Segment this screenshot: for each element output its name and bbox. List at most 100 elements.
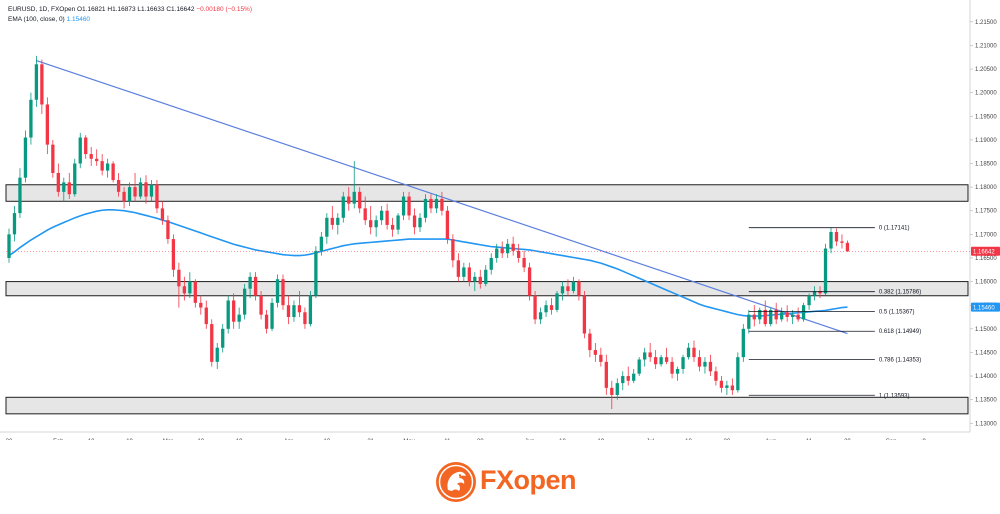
candle xyxy=(456,253,461,282)
candle xyxy=(643,347,647,367)
price-tick-label: 1.14500 xyxy=(975,350,997,356)
candle-body xyxy=(653,357,658,365)
legend-ema-value: 1.15460 xyxy=(66,16,91,23)
candle-body xyxy=(160,208,165,221)
candle-body xyxy=(462,267,466,277)
candle-body xyxy=(237,314,241,322)
candle xyxy=(462,262,466,282)
candle xyxy=(571,276,576,294)
candle xyxy=(484,265,488,287)
candle-body xyxy=(670,361,674,374)
candle xyxy=(440,191,444,216)
candle xyxy=(40,59,44,114)
brand-logo: FXopen xyxy=(0,458,1000,510)
candle xyxy=(664,347,669,365)
candle-body xyxy=(527,267,532,296)
fib-level-label: 0.786 (1.14353) xyxy=(879,357,921,363)
candle-body xyxy=(769,309,773,325)
candle xyxy=(297,291,302,318)
candle xyxy=(23,130,28,183)
price-tick-label: 1.16500 xyxy=(975,256,997,262)
candle-body xyxy=(845,242,850,252)
price-tick-label: 1.13000 xyxy=(975,421,997,427)
candle xyxy=(7,228,11,263)
candle xyxy=(845,240,850,252)
last-price-badge-bg xyxy=(971,246,1000,256)
candle xyxy=(12,206,17,242)
candle xyxy=(758,307,762,325)
candle xyxy=(171,234,176,277)
candle-body xyxy=(319,236,324,251)
candle-body xyxy=(599,354,603,362)
candle xyxy=(95,149,99,166)
candle-body xyxy=(264,314,269,329)
support-resistance-zones xyxy=(5,184,969,415)
candle-body xyxy=(122,191,126,202)
price-tick-label: 1.20000 xyxy=(975,91,997,97)
candle xyxy=(374,215,378,237)
candle xyxy=(560,281,565,301)
time-tick-label: Aug xyxy=(765,439,776,440)
candle-body xyxy=(390,224,395,230)
candle-body xyxy=(774,309,778,320)
candle xyxy=(577,279,581,301)
candle xyxy=(807,293,811,310)
candle-body xyxy=(275,279,280,303)
time-tick-label: Sep xyxy=(886,439,897,440)
legend-low: L1.16633 xyxy=(137,6,165,13)
candle xyxy=(149,180,154,202)
candle xyxy=(522,250,526,273)
candle xyxy=(626,366,630,386)
candle-body xyxy=(226,300,230,329)
candle-body xyxy=(232,300,236,322)
candle xyxy=(281,274,285,310)
candle xyxy=(747,309,751,334)
price-chart[interactable]: 0 (1.17141) 0.382 (1.15786) 0.5 (1.15367) 0… xyxy=(0,0,1000,440)
candle-body xyxy=(281,279,285,306)
candle-body xyxy=(385,210,389,225)
candle-body xyxy=(643,352,647,360)
candle xyxy=(221,324,225,353)
candle-body xyxy=(626,376,630,381)
candle-body xyxy=(270,302,274,329)
candle xyxy=(549,298,554,315)
candle-body xyxy=(105,163,110,171)
candle xyxy=(473,272,477,292)
candle xyxy=(242,283,247,320)
candle xyxy=(615,378,619,400)
fib-level-label: 0.382 (1.15786) xyxy=(879,290,921,296)
price-tick-label: 1.13500 xyxy=(975,398,997,404)
fib-level-label: 0 (1.17141) xyxy=(879,226,910,232)
time-tick-label: Apr xyxy=(284,439,293,440)
candle-body xyxy=(780,312,784,320)
candle xyxy=(314,246,318,299)
candle-body xyxy=(204,307,208,325)
ema-price-badge-bg xyxy=(971,302,1000,312)
candle-body xyxy=(242,288,247,315)
chart-area[interactable]: 0 (1.17141) 0.382 (1.15786) 0.5 (1.15367) 0… xyxy=(0,0,1000,440)
candle xyxy=(823,243,828,296)
candle xyxy=(467,262,471,287)
candle xyxy=(286,295,291,325)
candle-body xyxy=(719,380,724,388)
candles-group xyxy=(7,55,850,410)
candle xyxy=(840,234,844,249)
candle xyxy=(741,324,745,362)
price-tick-label: 1.19500 xyxy=(975,114,997,120)
candle-body xyxy=(73,163,77,195)
candle-body xyxy=(440,198,444,211)
candle-body xyxy=(473,276,477,282)
candle-body xyxy=(374,220,378,228)
brand-logo-text-fx: FX xyxy=(480,465,514,495)
legend-symbol: EURUSD, 1D, FXOpen xyxy=(8,6,76,13)
candle-body xyxy=(166,220,170,240)
candle xyxy=(347,187,351,211)
candle xyxy=(264,309,269,334)
candle-body xyxy=(489,257,493,270)
candle xyxy=(610,380,614,410)
candle-body xyxy=(396,215,400,230)
time-tick-label: 10 xyxy=(559,439,566,440)
candle-body xyxy=(560,286,565,294)
time-tick-label: 19 xyxy=(236,439,243,440)
candle-body xyxy=(725,385,729,388)
